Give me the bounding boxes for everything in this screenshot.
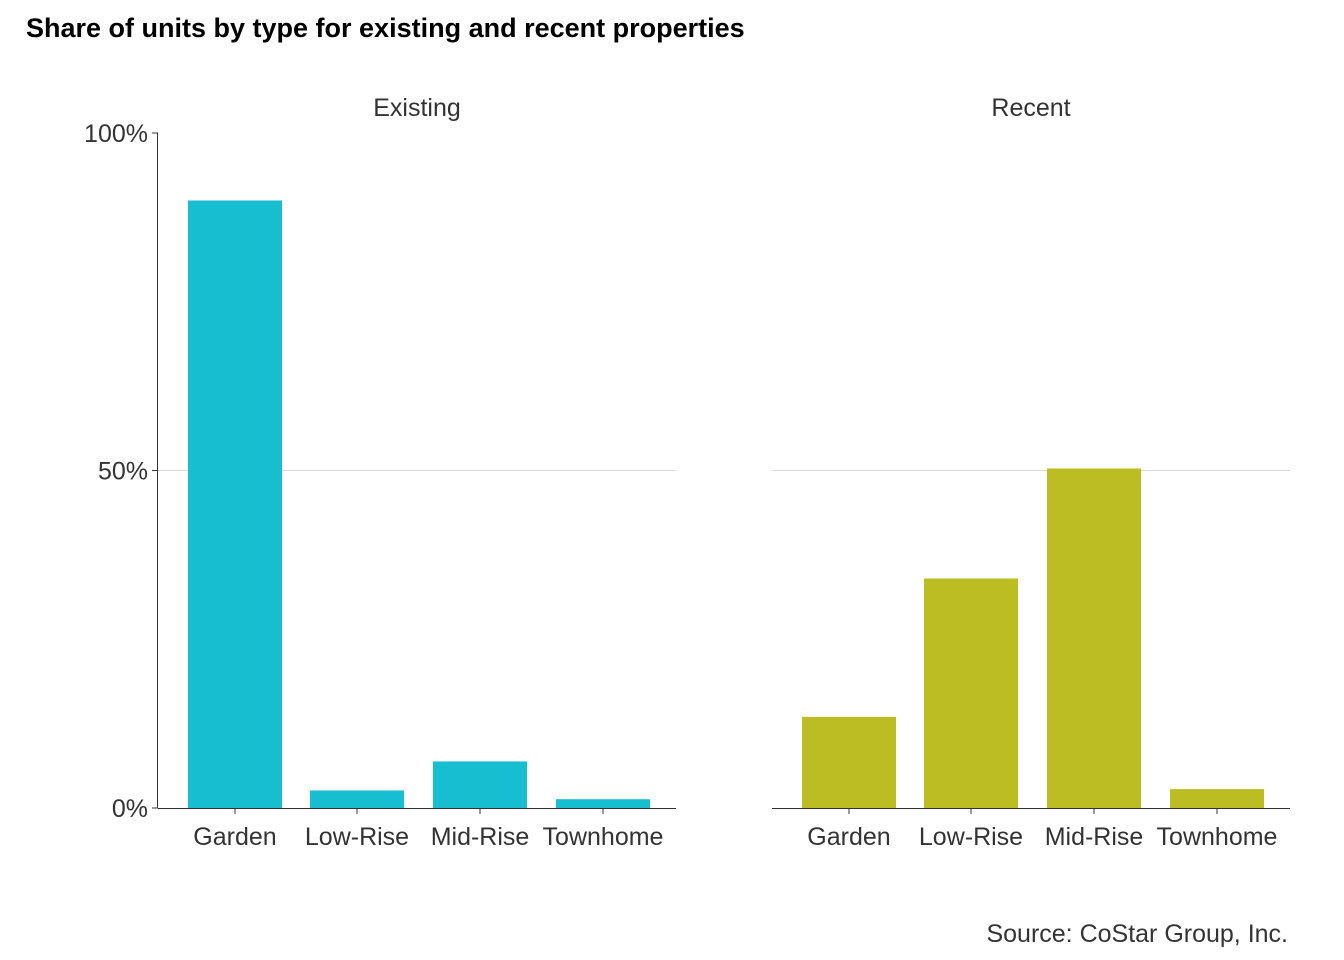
- x-tick-label-recent-garden: Garden: [807, 823, 890, 851]
- bar-existing-mid-rise: [433, 761, 527, 808]
- facet-label-existing: Existing: [373, 94, 461, 122]
- y-tick-label-50: 50%: [98, 458, 148, 486]
- x-tick-label-existing-mid-rise: Mid-Rise: [431, 823, 530, 851]
- x-tick-label-recent-townhome: Townhome: [1157, 823, 1278, 851]
- bar-recent-townhome: [1170, 789, 1264, 808]
- y-tick-label-100: 100%: [84, 120, 148, 148]
- bar-recent-mid-rise: [1047, 468, 1141, 808]
- source-note: Source: CoStar Group, Inc.: [986, 920, 1288, 948]
- y-tick-label-0: 0%: [112, 795, 148, 823]
- chart-title: Share of units by type for existing and …: [26, 13, 745, 43]
- x-tick-label-existing-garden: Garden: [193, 823, 276, 851]
- x-tick-label-recent-low-rise: Low-Rise: [919, 823, 1023, 851]
- bar-recent-low-rise: [924, 578, 1018, 808]
- x-tick-label-existing-townhome: Townhome: [543, 823, 664, 851]
- facet-label-recent: Recent: [991, 94, 1070, 122]
- x-tick-label-existing-low-rise: Low-Rise: [305, 823, 409, 851]
- bar-existing-low-rise: [310, 790, 404, 808]
- bar-recent-garden: [802, 716, 896, 808]
- bar-existing-townhome: [556, 799, 650, 808]
- bar-existing-garden: [188, 200, 282, 808]
- x-tick-label-recent-mid-rise: Mid-Rise: [1045, 823, 1144, 851]
